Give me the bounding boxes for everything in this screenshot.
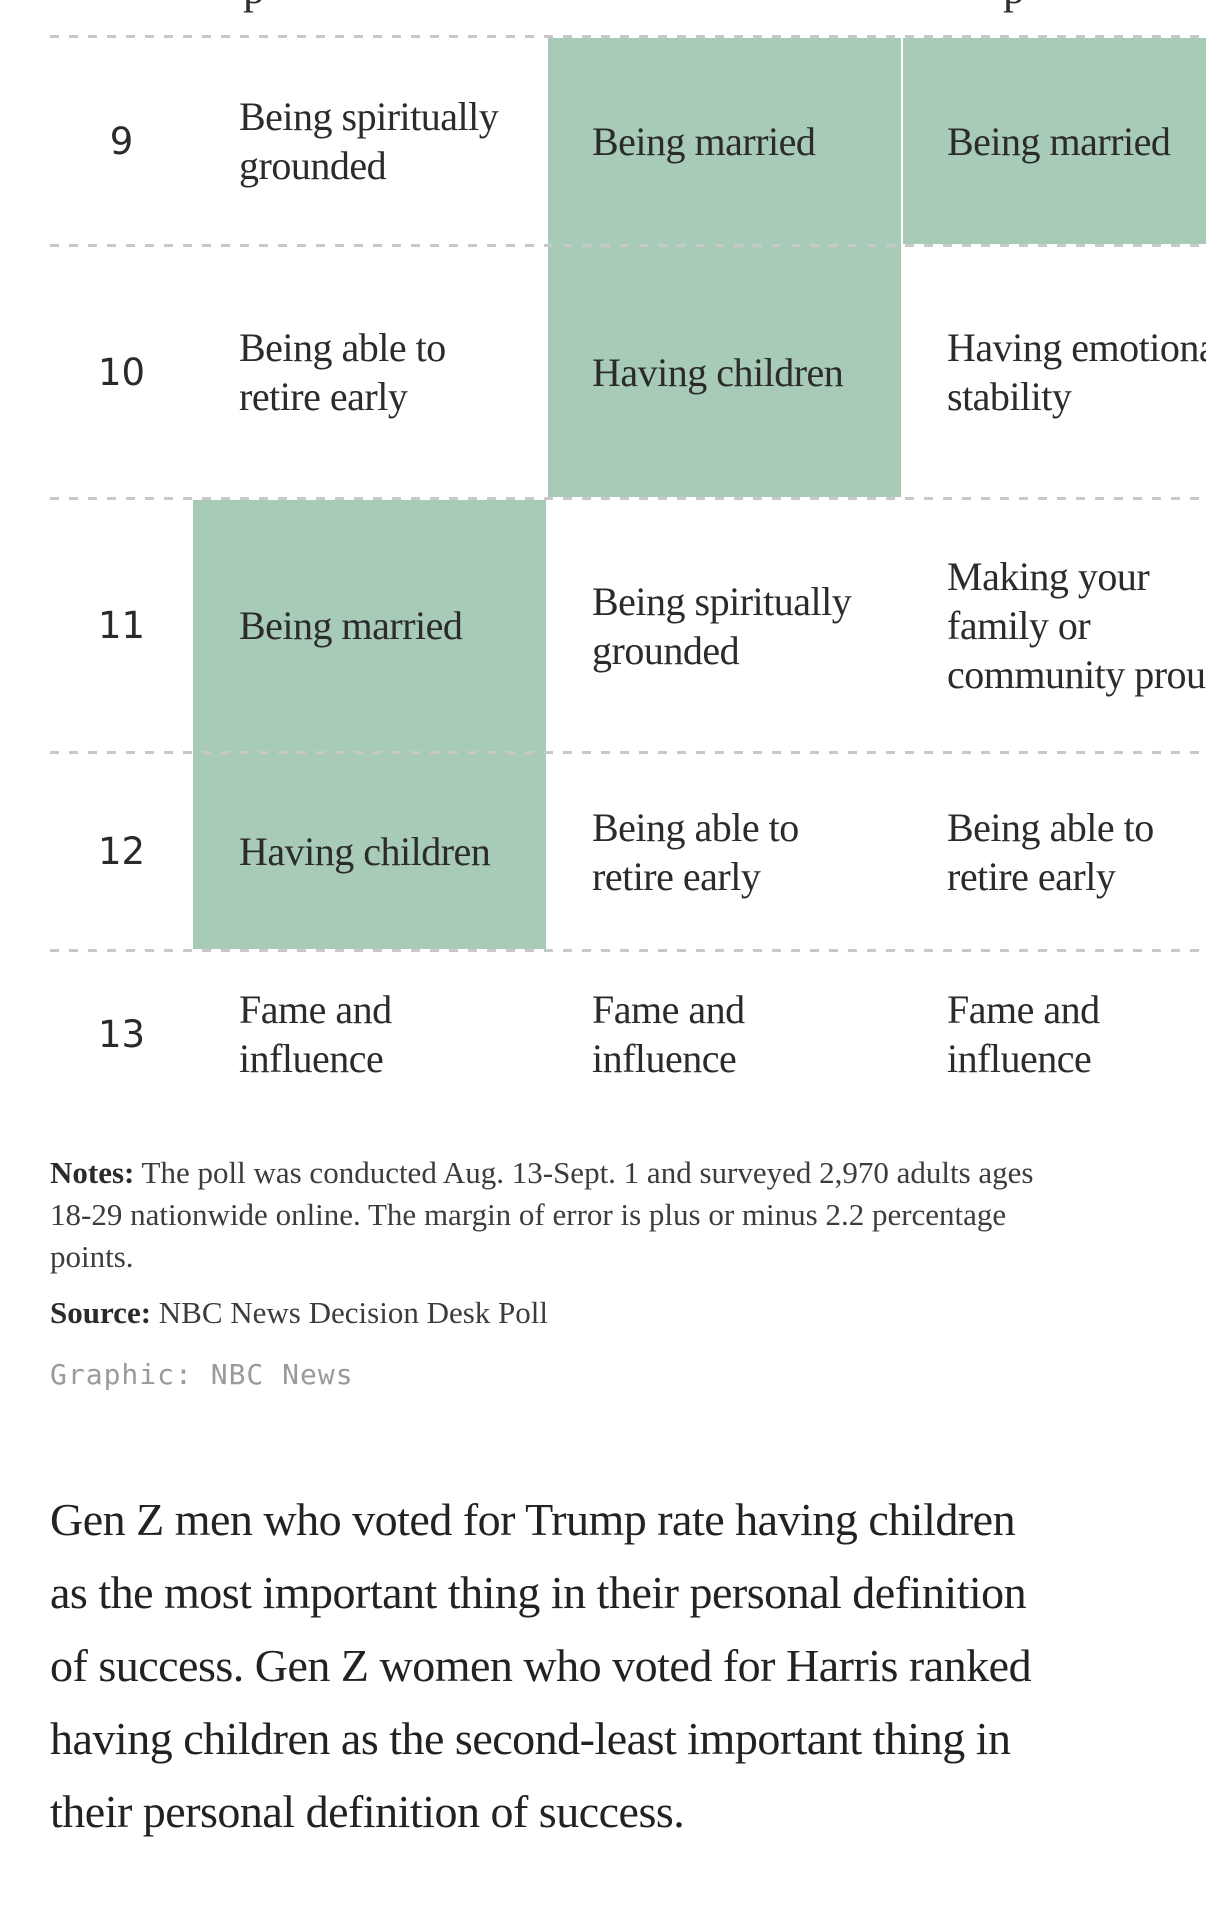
cell-text: Having children: [592, 349, 844, 395]
rank-label: 10: [97, 350, 146, 394]
highlight-block-married-col3: [903, 38, 1206, 244]
highlight-block-married-children-col2: [548, 38, 901, 497]
cell-text: Fame and influence: [239, 987, 392, 1081]
source-text: NBC News Decision Desk Poll: [151, 1295, 548, 1330]
cell-text: Being spiritually grounded: [239, 94, 499, 188]
cell-col3 highlighted-cell: Being married: [901, 38, 1206, 244]
table-row-rank-13: 13 Fame and influence Fame and influence…: [0, 949, 1206, 1119]
cell-text: Being able to retire early: [592, 804, 799, 899]
cell-text: Fame and influence: [947, 987, 1100, 1081]
cell-col2: Being able to retire early: [546, 754, 901, 949]
cell-text: Being married: [592, 118, 816, 164]
cell-text: Being married: [239, 603, 463, 648]
rank-label: 13: [97, 1012, 146, 1056]
cell-col2: Being spiritually grounded: [546, 500, 901, 751]
dashed-divider: [50, 751, 1206, 754]
rank-label: 12: [97, 830, 146, 873]
notes-line: Notes: The poll was conducted Aug. 13-Se…: [50, 1152, 1065, 1278]
dashed-divider: [50, 244, 1206, 247]
table-row-rank-11: 11 Being married Being spiritually groun…: [0, 500, 1206, 751]
caption-paragraph: Gen Z men who voted for Trump rate havin…: [50, 1494, 1032, 1837]
cell-text: Making your family or community proud: [947, 554, 1206, 697]
cell-col3: Being able to retire early: [901, 754, 1206, 949]
cell-col3: Fame and influence: [901, 949, 1206, 1119]
cell-col1: Being able to retire early: [193, 247, 546, 497]
dashed-divider: [50, 35, 1206, 38]
cell-text: Being married: [947, 118, 1171, 164]
cell-text: Having emotional stability: [947, 325, 1206, 419]
notes-block: Notes: The poll was conducted Aug. 13-Se…: [50, 1152, 1065, 1396]
cell-col1: Being spiritually grounded: [193, 38, 546, 244]
cell-text: Fame and influence: [592, 987, 745, 1081]
cell-col2: Fame and influence: [546, 949, 901, 1119]
cell-col3: Having emotional stability: [901, 247, 1206, 497]
clipped-text-fragment-right: p: [1003, 0, 1025, 13]
source-line: Source: NBC News Decision Desk Poll: [50, 1292, 1065, 1334]
source-label: Source:: [50, 1295, 152, 1330]
dashed-divider: [50, 497, 1206, 500]
clipped-top-row: p p: [0, 0, 1206, 13]
cell-col2 highlighted-cell: Having children: [546, 247, 901, 497]
cell-text: Having children: [239, 829, 491, 874]
clipped-text-fragment-left: p: [243, 0, 265, 13]
table-row-rank-12: 12 Having children Being able to retire …: [0, 754, 1206, 949]
cell-text: Being spiritually grounded: [592, 578, 852, 673]
notes-text: The poll was conducted Aug. 13-Sept. 1 a…: [50, 1155, 1034, 1274]
cell-text: Being able to retire early: [239, 325, 446, 419]
highlight-block-married-children-col1: [193, 500, 546, 949]
table-row-rank-10: 10 Being able to retire early Having chi…: [0, 247, 1206, 497]
cell-col1 highlighted-cell: Being married: [193, 500, 546, 751]
notes-label: Notes:: [50, 1155, 135, 1190]
rank-label: 9: [109, 119, 134, 163]
dashed-divider: [50, 949, 1206, 952]
cell-col1: Fame and influence: [193, 949, 546, 1119]
table-row-rank-9: 9 Being spiritually grounded Being marri…: [0, 38, 1206, 244]
graphic-credit: Graphic: NBC News: [50, 1358, 354, 1391]
cell-col2 highlighted-cell: Being married: [546, 38, 901, 244]
cell-col3: Making your family or community proud: [901, 500, 1206, 751]
rank-label: 11: [97, 604, 146, 647]
cell-col1 highlighted-cell: Having children: [193, 754, 546, 949]
cell-text: Being able to retire early: [947, 804, 1154, 899]
